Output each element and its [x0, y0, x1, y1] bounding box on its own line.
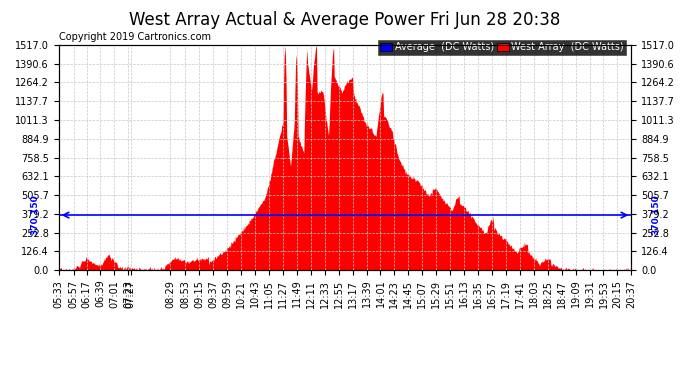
Legend: Average  (DC Watts), West Array  (DC Watts): Average (DC Watts), West Array (DC Watts… — [378, 40, 627, 55]
Text: Copyright 2019 Cartronics.com: Copyright 2019 Cartronics.com — [59, 32, 211, 42]
Text: 370.150: 370.150 — [30, 195, 39, 236]
Text: West Array Actual & Average Power Fri Jun 28 20:38: West Array Actual & Average Power Fri Ju… — [129, 11, 561, 29]
Text: 370.150: 370.150 — [651, 195, 660, 236]
